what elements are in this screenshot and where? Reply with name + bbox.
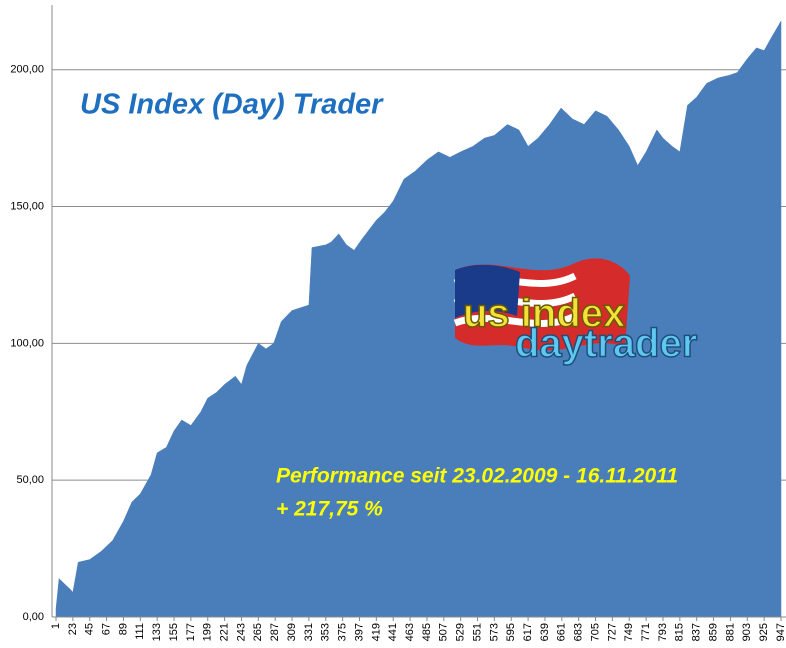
x-tick-label: 925 — [758, 623, 770, 641]
x-tick-label: 661 — [556, 623, 568, 641]
x-tick-label: 375 — [337, 623, 349, 641]
x-tick-label: 111 — [134, 623, 146, 640]
x-tick-label: 177 — [185, 623, 197, 641]
x-tick-label: 485 — [421, 623, 433, 641]
x-tick-label: 881 — [724, 623, 736, 641]
logo: us index daytrader — [453, 258, 698, 366]
x-tick-label: 859 — [707, 623, 719, 641]
y-tick-label: 200,00 — [10, 64, 44, 76]
chart-title: US Index (Day) Trader — [80, 89, 384, 121]
x-tick-label: 617 — [522, 623, 534, 641]
annotation: + 217,75 % — [276, 498, 383, 521]
x-tick-label: 551 — [471, 623, 483, 641]
x-tick-label: 507 — [438, 623, 450, 641]
x-tick-label: 441 — [387, 623, 399, 641]
x-tick-label: 221 — [219, 623, 231, 641]
x-tick-label: 133 — [151, 623, 163, 641]
x-tick-label: 771 — [640, 623, 652, 641]
x-tick-label: 947 — [775, 623, 786, 641]
x-tick-label: 705 — [589, 623, 601, 641]
x-tick-label: 67 — [100, 623, 112, 635]
x-tick-label: 837 — [691, 623, 703, 641]
x-tick-label: 331 — [303, 623, 315, 641]
x-tick-label: 287 — [269, 623, 281, 641]
x-tick-label: 265 — [252, 623, 264, 641]
area — [55, 20, 782, 618]
x-tick-label: 1 — [50, 623, 62, 629]
y-tick-label: 0,00 — [23, 611, 44, 623]
y-tick-label: 100,00 — [10, 337, 44, 349]
annotation: Performance seit 23.02.2009 - 16.11.2011 — [276, 465, 678, 488]
x-tick-label: 45 — [84, 623, 96, 635]
x-tick-label: 903 — [741, 623, 753, 641]
plot-area: 0,00 50,00 100,00 150,00 200,00 1 23 45 67 89 111 1… — [10, 5, 786, 641]
logo-text: daytrader — [515, 322, 697, 366]
x-tick-label: 683 — [573, 623, 585, 641]
x-tick-label: 749 — [623, 623, 635, 641]
x-tick-label: 353 — [320, 623, 332, 641]
x-tick-label: 155 — [168, 623, 180, 641]
x-tick-label: 309 — [286, 623, 298, 641]
x-tick-label: 463 — [404, 623, 416, 641]
x-tick-label: 397 — [353, 623, 365, 641]
x-tick-label: 793 — [657, 623, 669, 641]
x-tick-label: 595 — [505, 623, 517, 641]
x-tick-label: 815 — [674, 623, 686, 641]
y-tick-label: 50,00 — [16, 474, 44, 486]
logo-text: us index — [463, 292, 625, 336]
y-tick-label: 150,00 — [10, 200, 44, 212]
x-tick-label: 419 — [370, 623, 382, 641]
x-tick-label: 243 — [235, 623, 247, 641]
logo-canton — [455, 264, 520, 318]
x-tick-label: 23 — [67, 623, 79, 635]
x-tick-label: 727 — [606, 623, 618, 641]
x-tick-label: 639 — [539, 623, 551, 641]
x-tick-label: 89 — [117, 623, 129, 635]
x-tick-label: 573 — [488, 623, 500, 641]
x-tick-label: 199 — [202, 623, 214, 641]
x-tick-label: 529 — [455, 623, 467, 641]
